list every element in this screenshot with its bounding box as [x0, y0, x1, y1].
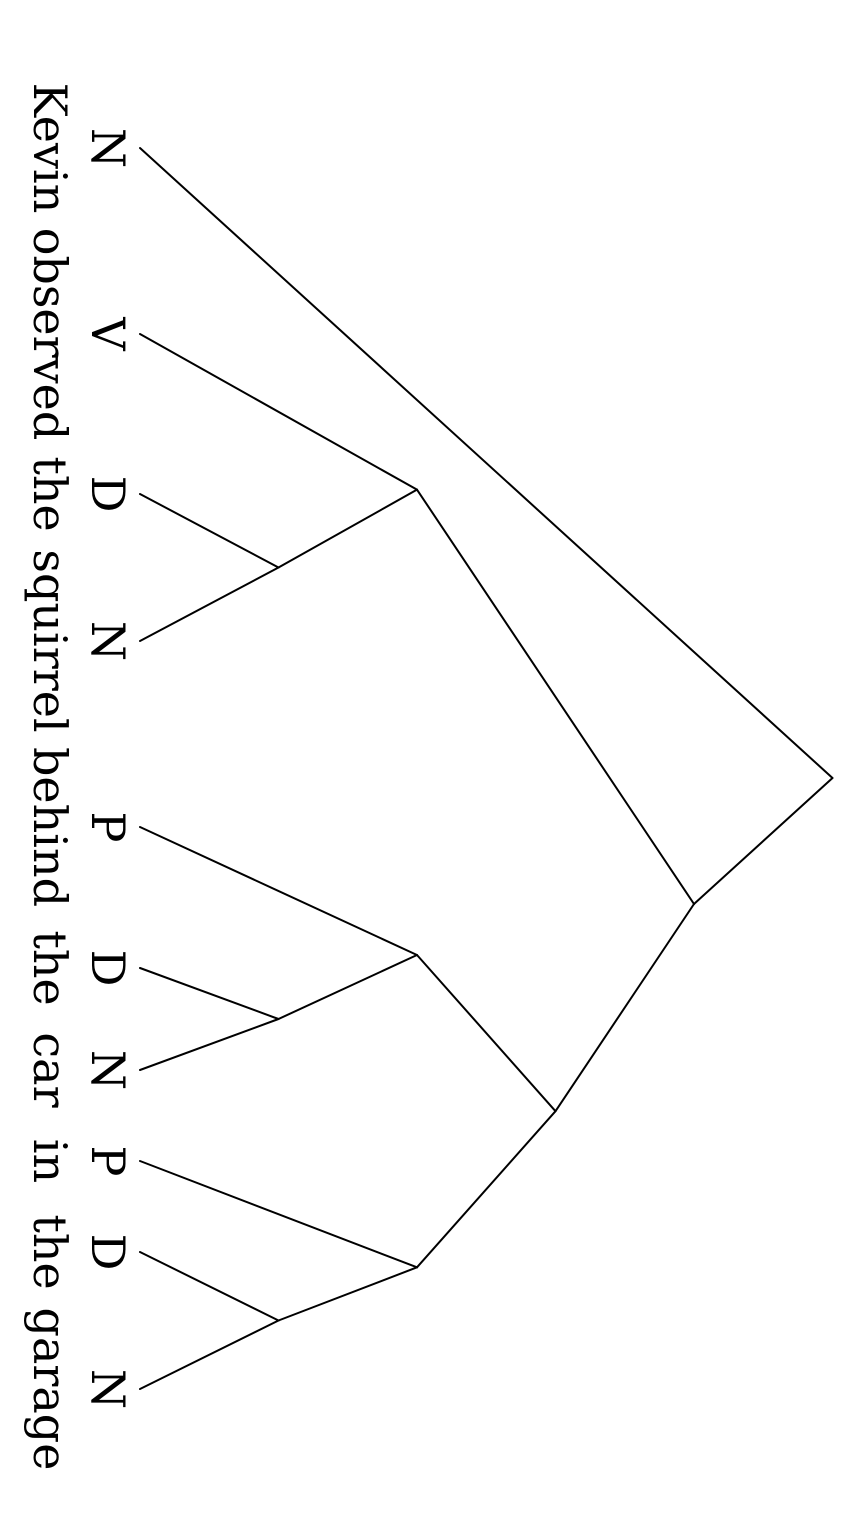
tree-edge	[277, 1266, 418, 1322]
word-label: the	[23, 456, 77, 531]
token-labels: NKevinVobservedDtheNsquirrelPbehindDtheN…	[23, 83, 135, 1471]
word-label: the	[23, 1214, 77, 1289]
pos-tag-label: D	[81, 950, 135, 987]
tree-edge	[139, 1018, 280, 1071]
pos-tag-label: N	[81, 1050, 135, 1090]
word-label: behind	[23, 747, 77, 907]
word-label: garage	[23, 1308, 77, 1471]
tree-edge	[416, 488, 695, 905]
tree-edge	[416, 954, 557, 1113]
tree-edge	[416, 1110, 557, 1269]
tree-edges	[139, 147, 834, 1390]
tree-edge	[139, 826, 418, 956]
tree-edge	[139, 147, 834, 779]
pos-tag-label: D	[81, 476, 135, 513]
tree-edge	[139, 967, 280, 1020]
pos-tag-label: D	[81, 1234, 135, 1271]
tree-edge	[139, 1160, 418, 1269]
word-label: squirrel	[23, 549, 77, 732]
pos-tag-label: P	[81, 812, 135, 843]
pos-tag-label: N	[81, 128, 135, 168]
word-label: observed	[23, 228, 77, 441]
word-label: the	[23, 930, 77, 1005]
tree-edge	[277, 954, 418, 1020]
tree-edge	[554, 903, 695, 1113]
pos-tag-label: N	[81, 621, 135, 661]
word-label: car	[23, 1032, 77, 1107]
word-label: in	[23, 1139, 77, 1183]
pos-tag-label: P	[81, 1146, 135, 1177]
tree-edge	[139, 1319, 280, 1390]
pos-tag-label: V	[81, 316, 135, 351]
tree-edge	[277, 488, 418, 569]
tree-edge	[139, 1251, 280, 1322]
word-label: Kevin	[23, 83, 77, 214]
tree-edge	[139, 566, 280, 642]
tree-edge	[139, 333, 418, 491]
pos-tag-label: N	[81, 1369, 135, 1409]
tree-edge	[139, 493, 280, 569]
tree-edge	[693, 777, 834, 905]
